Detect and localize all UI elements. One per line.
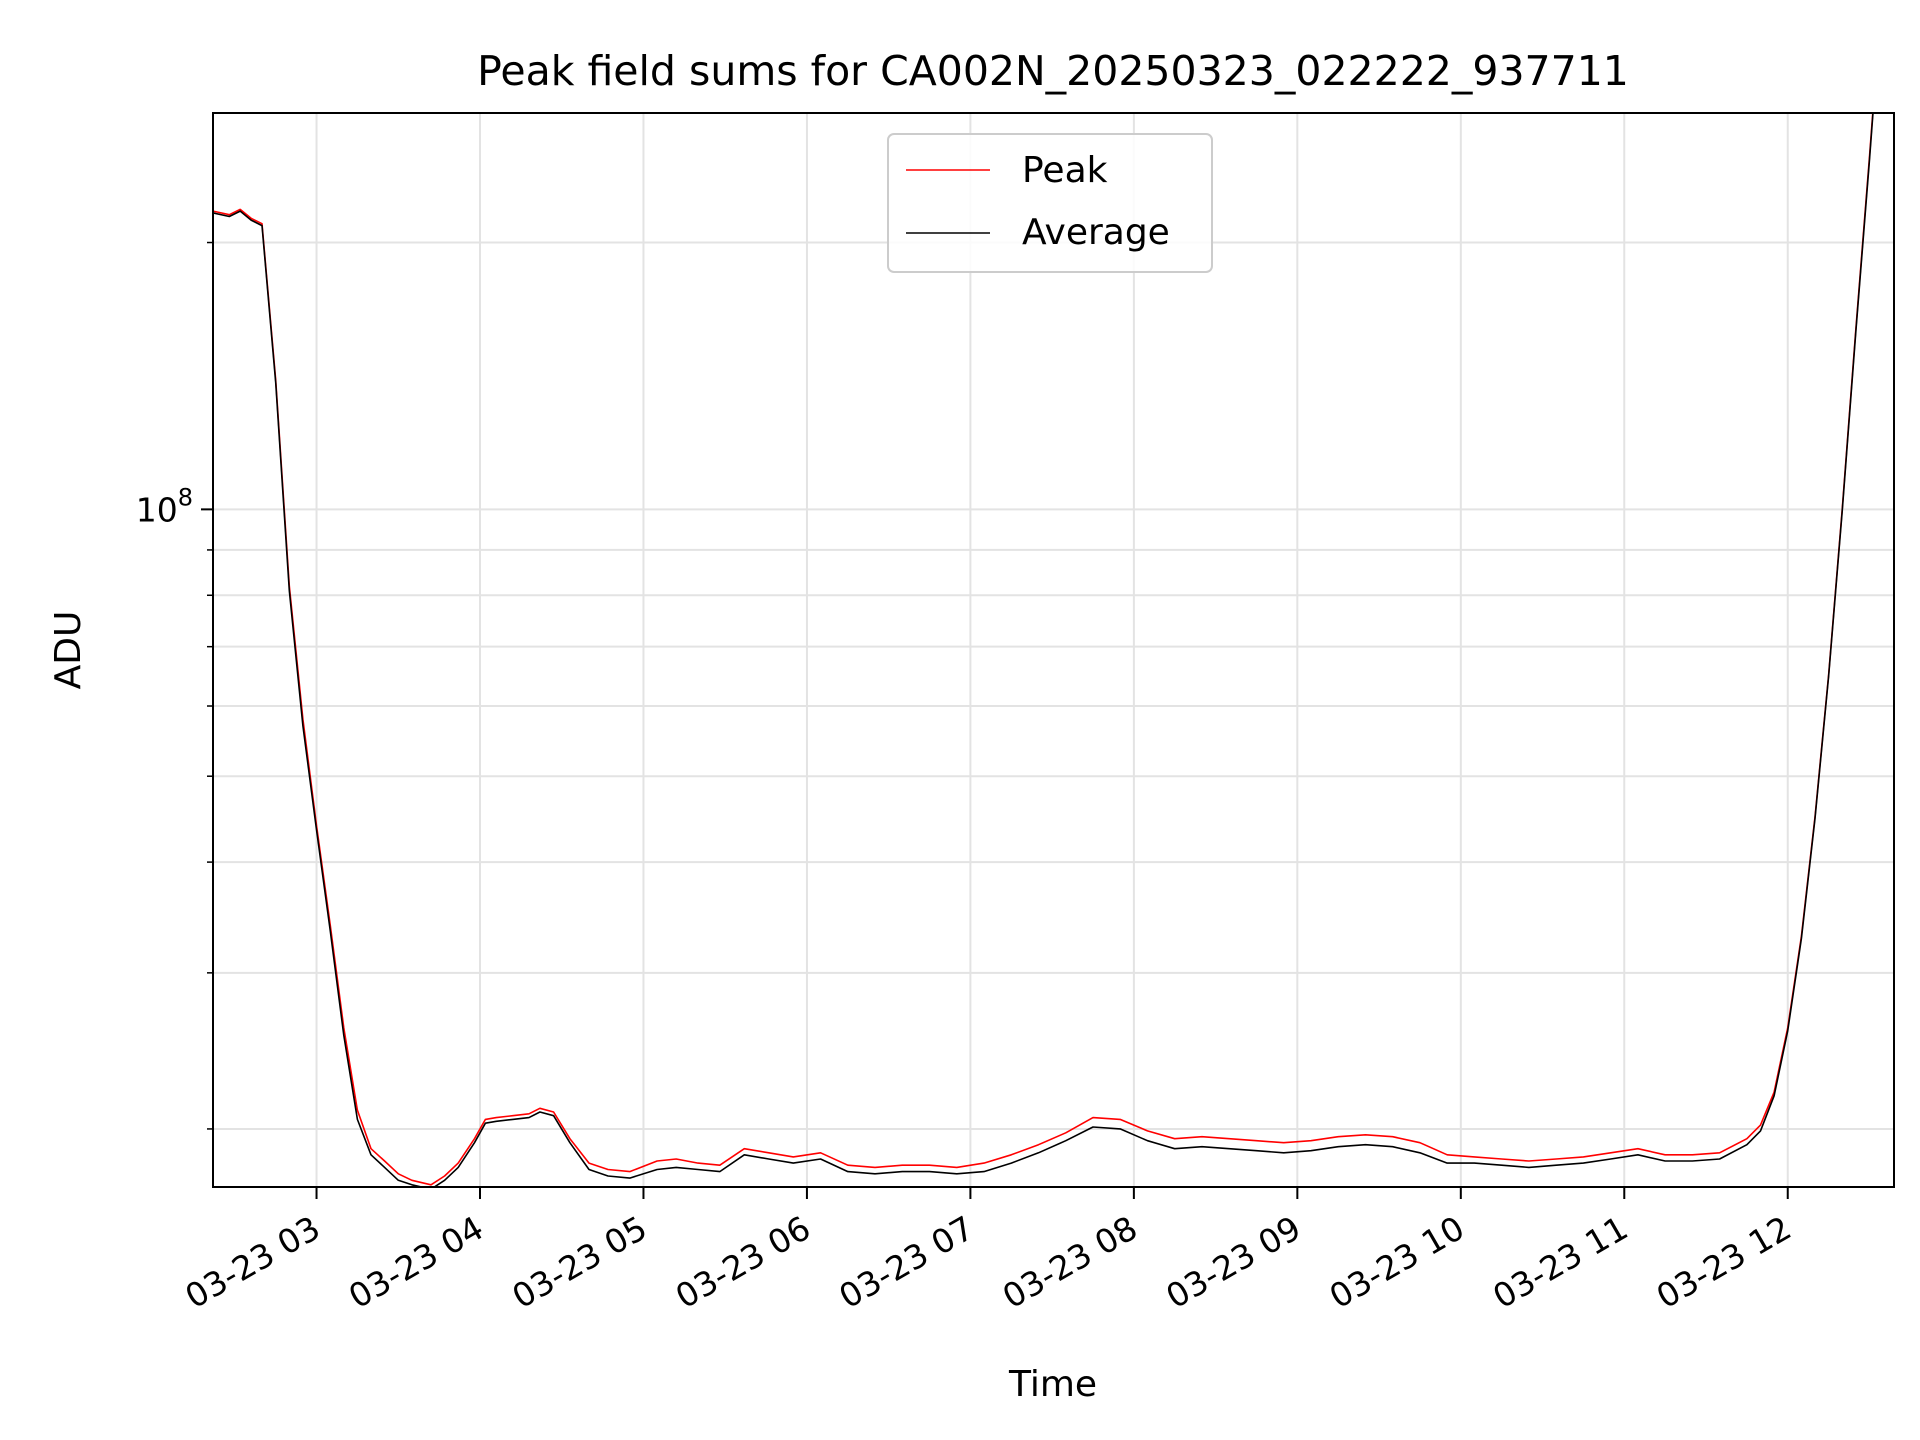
plot-frame: [212, 112, 1895, 1188]
series-line-peak: [213, 113, 1874, 1186]
x-axis-label: Time: [1008, 1364, 1097, 1405]
y-axis-label: ADU: [48, 611, 89, 690]
y-axis: 108: [136, 241, 213, 1130]
chart-title: Peak field sums for CA002N_20250323_0222…: [477, 47, 1629, 95]
series-layer: [213, 113, 1874, 1187]
legend-label-peak: Peak: [1022, 150, 1108, 191]
legend: Peak Average: [887, 133, 1213, 273]
legend-box: [887, 133, 1213, 273]
series-line-average: [213, 113, 1874, 1187]
legend-label-average: Average: [1022, 212, 1170, 253]
y-tick-label: 108: [136, 483, 193, 529]
grid-lines: [213, 113, 1894, 1187]
